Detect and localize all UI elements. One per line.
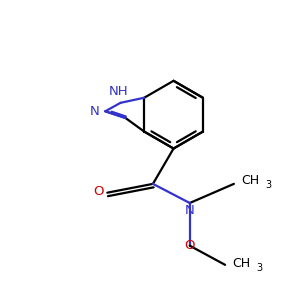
Text: 3: 3 bbox=[265, 180, 271, 190]
Text: N: N bbox=[90, 105, 100, 118]
Text: N: N bbox=[185, 204, 195, 217]
Text: NH: NH bbox=[109, 85, 129, 98]
Text: O: O bbox=[184, 239, 195, 252]
Text: 3: 3 bbox=[256, 263, 262, 273]
Text: CH: CH bbox=[232, 257, 250, 270]
Text: CH: CH bbox=[241, 174, 260, 188]
Text: O: O bbox=[93, 185, 104, 198]
